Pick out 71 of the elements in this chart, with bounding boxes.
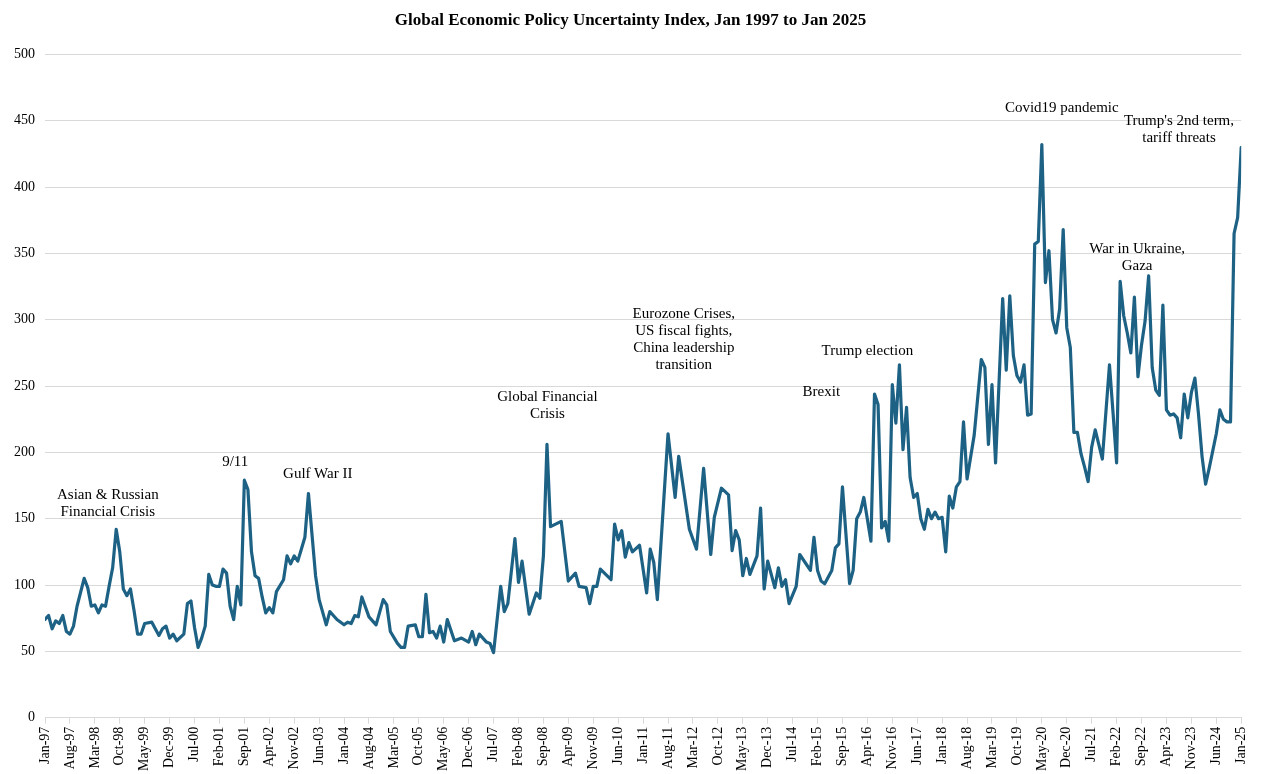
x-tick-label: Jun-17 <box>908 726 924 765</box>
x-tick-label: Jul-14 <box>784 726 800 762</box>
x-tick-label: May-99 <box>136 726 152 771</box>
x-tick-label: Feb-01 <box>211 726 227 767</box>
x-tick-label: Nov-09 <box>584 726 600 770</box>
x-tick-label: Sep-15 <box>834 726 850 767</box>
annotation: Covid19 pandemic <box>1004 99 1119 116</box>
x-tick-label: Apr-16 <box>859 726 875 767</box>
annotation: Trump election <box>821 342 914 359</box>
x-tick-label: Sep-22 <box>1133 726 1149 767</box>
x-tick-label: Feb-15 <box>809 726 825 767</box>
annotation: Asian & Russian Financial Crisis <box>56 485 160 519</box>
x-tick-label: Apr-23 <box>1158 726 1174 767</box>
x-tick-label: Mar-19 <box>983 726 999 769</box>
x-tick-label: Jun-03 <box>310 726 326 765</box>
x-tick-label: Oct-19 <box>1008 726 1024 766</box>
annotation: Global Financial Crisis <box>497 387 598 421</box>
x-tick-label: Jun-10 <box>609 726 625 765</box>
x-tick-label: Oct-05 <box>410 726 426 766</box>
x-tick-label: Aug-04 <box>360 726 376 770</box>
x-tick-label: Nov-23 <box>1183 726 1199 770</box>
x-tick-label: Oct-12 <box>709 726 725 766</box>
y-tick-label: 350 <box>14 245 35 261</box>
y-tick-label: 250 <box>14 377 35 393</box>
x-tick-label: Apr-09 <box>560 726 576 767</box>
x-tick-label: Mar-05 <box>385 726 401 769</box>
x-tick-label: Dec-06 <box>460 726 476 768</box>
x-tick-label: Dec-13 <box>759 726 775 768</box>
x-tick-label: May-13 <box>734 726 750 771</box>
annotation: Brexit <box>802 382 841 399</box>
x-tick-label: Oct-98 <box>111 726 127 766</box>
x-tick-label: May-20 <box>1033 726 1049 771</box>
annotation: War in Ukraine, Gaza <box>1089 240 1186 274</box>
y-tick-label: 400 <box>14 178 35 194</box>
y-tick-label: 0 <box>28 709 35 725</box>
annotation: 9/11 <box>222 453 249 470</box>
x-tick-label: Jan-97 <box>36 726 52 764</box>
x-tick-label: Aug-97 <box>61 726 77 770</box>
x-tick-label: Dec-20 <box>1058 726 1074 768</box>
x-tick-label: Nov-16 <box>883 726 899 770</box>
y-tick-label: 450 <box>14 112 35 128</box>
y-tick-label: 50 <box>21 643 35 659</box>
x-tick-label: Feb-22 <box>1108 726 1124 767</box>
x-tick-label: Jan-18 <box>933 726 949 764</box>
x-tick-label: Aug-11 <box>659 726 675 769</box>
y-tick-label: 500 <box>14 46 35 62</box>
x-tick-label: Nov-02 <box>285 726 301 770</box>
x-tick-label: Jul-07 <box>485 726 501 762</box>
x-tick-label: Feb-08 <box>510 726 526 767</box>
x-tick-label: Sep-08 <box>535 726 551 767</box>
x-tick-label: Jan-11 <box>634 726 650 764</box>
y-tick-label: 300 <box>14 311 35 327</box>
chart-title: Global Economic Policy Uncertainty Index, Jan 1997 to Jan 2025 <box>393 10 868 30</box>
x-tick-label: Jan-25 <box>1232 726 1248 764</box>
x-tick-label: Apr-02 <box>260 726 276 767</box>
x-tick-label: Jul-00 <box>186 726 202 762</box>
x-tick-label: Jan-04 <box>335 726 351 764</box>
x-tick-label: May-06 <box>435 726 451 771</box>
x-tick-label: Dec-99 <box>161 726 177 768</box>
x-tick-label: Mar-98 <box>86 726 102 769</box>
x-tick-label: Mar-12 <box>684 726 700 769</box>
y-tick-label: 150 <box>14 510 35 526</box>
annotation: Trump's 2nd term, tariff threats <box>1123 111 1235 145</box>
x-tick-label: Sep-01 <box>236 726 252 767</box>
annotation: Gulf War II <box>283 464 353 481</box>
y-tick-label: 200 <box>14 444 35 460</box>
x-tick-label: Jul-21 <box>1083 726 1099 762</box>
x-tick-label: Jun-24 <box>1207 726 1223 765</box>
annotation: Eurozone Crises, US fiscal fights, China leadership transition <box>632 305 736 373</box>
y-tick-label: 100 <box>14 576 35 592</box>
x-tick-label: Aug-18 <box>958 726 974 770</box>
